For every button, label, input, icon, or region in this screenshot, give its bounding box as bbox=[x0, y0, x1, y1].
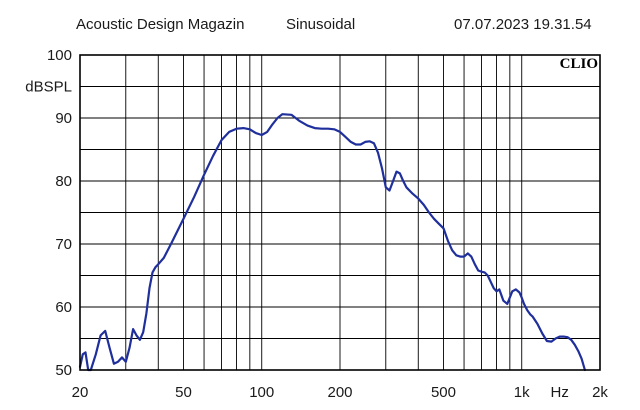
timestamp-label: 07.07.2023 19.31.54 bbox=[454, 16, 592, 33]
signal-type-label: Sinusoidal bbox=[286, 16, 356, 33]
y-tick-label: 80 bbox=[55, 173, 72, 190]
clio-logo: CLIO bbox=[560, 56, 598, 72]
y-tick-label: 60 bbox=[55, 299, 72, 316]
x-tick-label: 1k bbox=[514, 384, 530, 401]
y-tick-label: 90 bbox=[55, 110, 72, 127]
x-tick-label: 50 bbox=[175, 384, 192, 401]
plot-frame bbox=[79, 54, 601, 371]
y-tick-label: 70 bbox=[55, 236, 72, 253]
x-tick-label: 2k bbox=[592, 384, 608, 401]
x-tick-label: 500 bbox=[431, 384, 456, 401]
publisher-label: Acoustic Design Magazin bbox=[76, 16, 245, 33]
x-tick-label: 200 bbox=[327, 384, 352, 401]
y-tick-label: 100 bbox=[47, 47, 72, 64]
x-tick-label: 20 bbox=[72, 384, 89, 401]
spl-response-curve bbox=[78, 113, 586, 372]
x-tick-label: 100 bbox=[249, 384, 274, 401]
y-axis-label: dBSPL bbox=[25, 79, 72, 96]
y-tick-label: 50 bbox=[55, 362, 72, 379]
grid bbox=[80, 55, 600, 370]
x-axis-label: Hz bbox=[551, 384, 569, 401]
